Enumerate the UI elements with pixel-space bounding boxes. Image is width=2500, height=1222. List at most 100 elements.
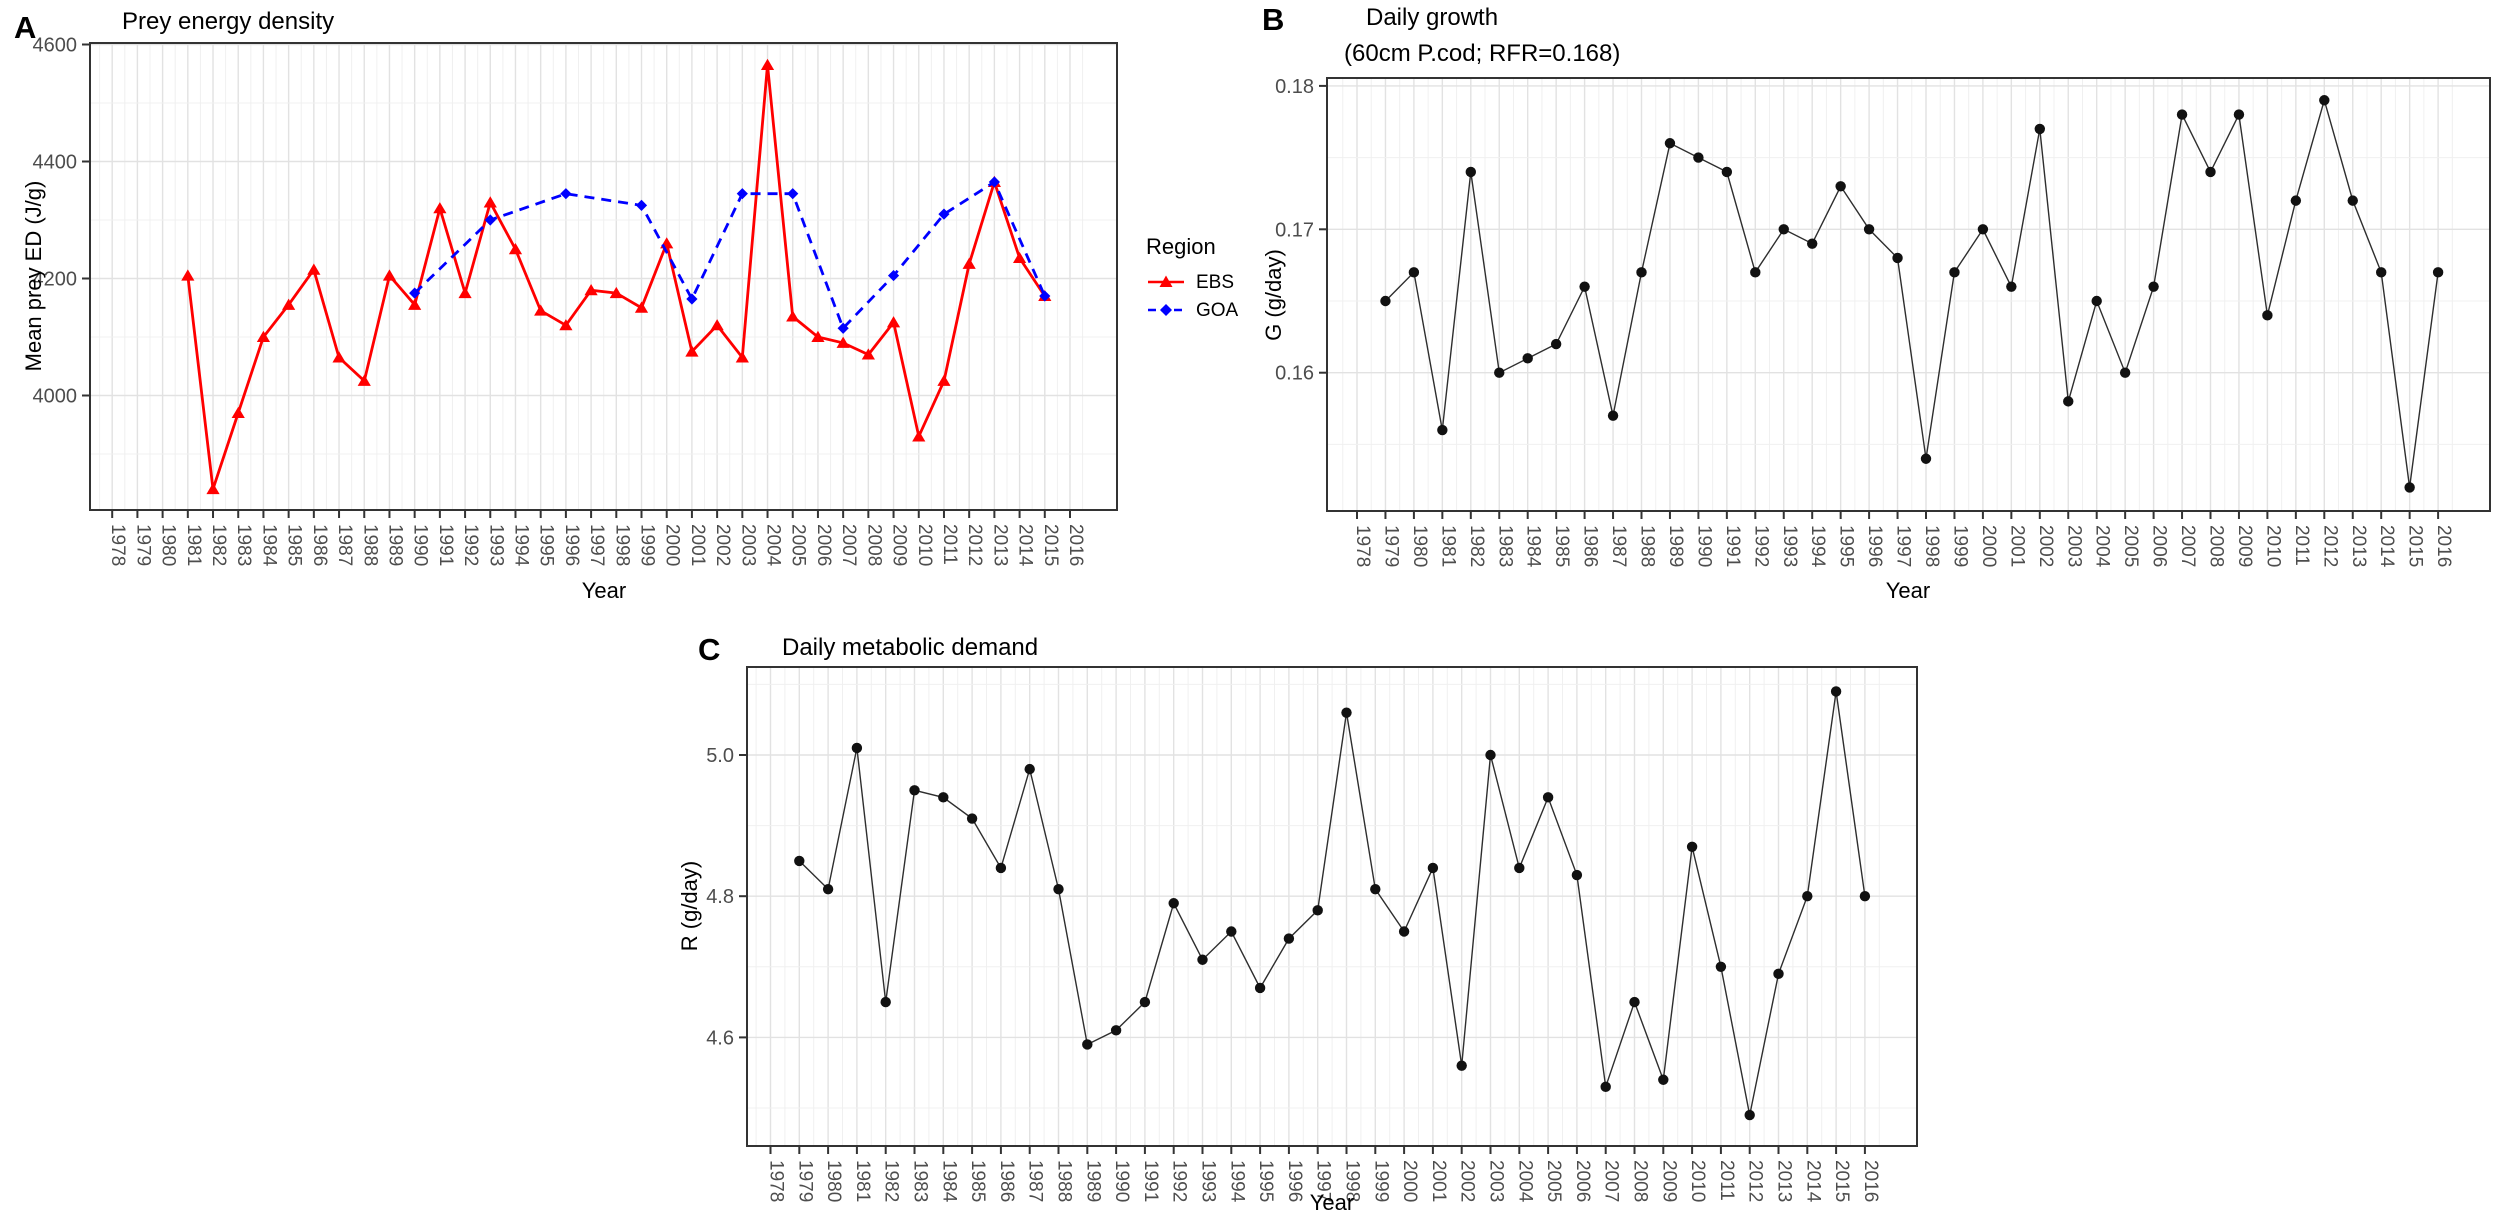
data-point xyxy=(409,287,421,299)
data-point xyxy=(2404,482,2415,493)
x-tick-label: 2004 xyxy=(1514,1160,1535,1203)
data-point xyxy=(686,293,698,305)
y-tick-label: 4000 xyxy=(33,386,78,408)
x-tick-label: 1979 xyxy=(132,524,153,566)
x-tick-label: 2002 xyxy=(2035,525,2056,567)
y-tick-label: 4.6 xyxy=(706,1027,734,1049)
data-point xyxy=(1579,281,1590,292)
data-point xyxy=(560,188,572,200)
x-tick-label: 1981 xyxy=(1437,525,1458,567)
panel-b-title-line2: (60cm P.cod; RFR=0.168) xyxy=(1344,40,1621,67)
data-point xyxy=(2148,281,2159,292)
data-point xyxy=(962,257,976,269)
data-point xyxy=(2006,281,2017,292)
data-point xyxy=(909,785,920,796)
x-tick-label: 2008 xyxy=(2206,525,2227,567)
x-tick-label: 2007 xyxy=(2177,525,2198,567)
x-tick-label: 1990 xyxy=(1693,525,1714,567)
x-tick-label: 1987 xyxy=(1608,525,1629,567)
x-tick-label: 2009 xyxy=(1658,1160,1679,1202)
g-series-line xyxy=(1385,97,2439,488)
x-tick-label: 1986 xyxy=(996,1160,1017,1202)
panel-c-title: Daily metabolic demand xyxy=(782,634,1039,661)
data-point xyxy=(837,322,849,334)
data-point xyxy=(1949,267,1960,278)
r-series-line xyxy=(798,691,1866,1116)
data-point xyxy=(483,196,497,208)
data-point xyxy=(760,58,775,70)
data-point xyxy=(2176,109,2188,120)
goa-legend-icon xyxy=(1148,304,1184,316)
x-tick-label: 1995 xyxy=(1255,1160,1276,1202)
x-tick-label: 1992 xyxy=(460,524,481,566)
x-tick-label: 2016 xyxy=(1065,524,1086,566)
panel-border xyxy=(746,666,1918,1147)
x-tick-label: 2011 xyxy=(2291,525,2312,566)
panel-b-x-axis-title: Year xyxy=(1885,578,1931,603)
data-point xyxy=(1494,367,1505,378)
x-tick-label: 1986 xyxy=(309,524,330,566)
legend-label-goa: GOA xyxy=(1196,299,1239,321)
data-point xyxy=(1571,869,1583,881)
data-point xyxy=(181,269,195,281)
x-tick-label: 1983 xyxy=(910,1160,931,1202)
x-tick-label: 2012 xyxy=(1745,1160,1766,1202)
x-tick-label: 1993 xyxy=(1779,525,1800,567)
x-tick-label: 1999 xyxy=(1949,525,1970,567)
panel-a-letter: A xyxy=(14,10,37,45)
data-point xyxy=(995,862,1007,874)
data-point xyxy=(710,319,724,331)
data-point xyxy=(886,316,901,328)
data-point xyxy=(206,482,220,495)
x-tick-label: 1997 xyxy=(1313,1160,1334,1202)
data-point xyxy=(2119,367,2131,378)
data-point xyxy=(1370,883,1381,895)
data-point xyxy=(861,348,875,360)
x-tick-label: 2007 xyxy=(1601,1160,1622,1202)
x-tick-label: 2008 xyxy=(1630,1160,1651,1202)
x-tick-label: 1980 xyxy=(823,1160,844,1202)
data-point xyxy=(912,430,926,442)
x-tick-label: 1997 xyxy=(1893,525,1914,567)
panel-b-letter: B xyxy=(1262,2,1285,37)
x-tick-label: 1990 xyxy=(410,524,431,566)
data-point xyxy=(822,883,834,895)
x-tick-label: 2010 xyxy=(914,524,935,566)
x-tick-label: 1978 xyxy=(766,1160,787,1202)
x-tick-label: 2005 xyxy=(788,524,809,566)
data-point xyxy=(1607,410,1619,421)
data-point xyxy=(1892,252,1903,264)
data-point xyxy=(1283,933,1295,944)
x-tick-label: 1989 xyxy=(384,524,405,566)
data-point xyxy=(2376,267,2387,278)
x-tick-label: 2006 xyxy=(2149,525,2170,567)
data-point xyxy=(1977,224,1989,235)
data-point xyxy=(1437,424,1448,436)
data-point xyxy=(786,310,800,322)
x-tick-label: 1991 xyxy=(1722,525,1743,567)
data-point xyxy=(1778,224,1789,235)
data-point xyxy=(880,996,891,1008)
data-point xyxy=(1226,926,1237,937)
y-tick-label: 0.17 xyxy=(1275,219,1314,241)
x-tick-label: 1986 xyxy=(1580,525,1601,567)
data-point xyxy=(2319,95,2330,106)
region-legend: Region EBS GOA xyxy=(1146,236,1238,328)
x-tick-label: 1997 xyxy=(586,524,607,566)
x-tick-label: 1999 xyxy=(637,524,658,566)
data-point xyxy=(2290,195,2302,206)
legend-label-ebs: EBS xyxy=(1196,271,1235,293)
x-tick-label: 2012 xyxy=(2319,525,2340,567)
data-point xyxy=(1197,954,1208,965)
x-tick-label: 2014 xyxy=(2376,525,2397,568)
data-point xyxy=(887,269,900,282)
data-point xyxy=(1715,961,1727,972)
x-tick-label: 1995 xyxy=(1836,525,1857,567)
data-point xyxy=(1012,251,1027,264)
data-point xyxy=(1110,1025,1122,1036)
y-tick-label: 4400 xyxy=(33,152,78,174)
data-point xyxy=(988,176,1000,188)
data-point xyxy=(1168,898,1179,909)
x-tick-label: 2003 xyxy=(737,524,758,566)
